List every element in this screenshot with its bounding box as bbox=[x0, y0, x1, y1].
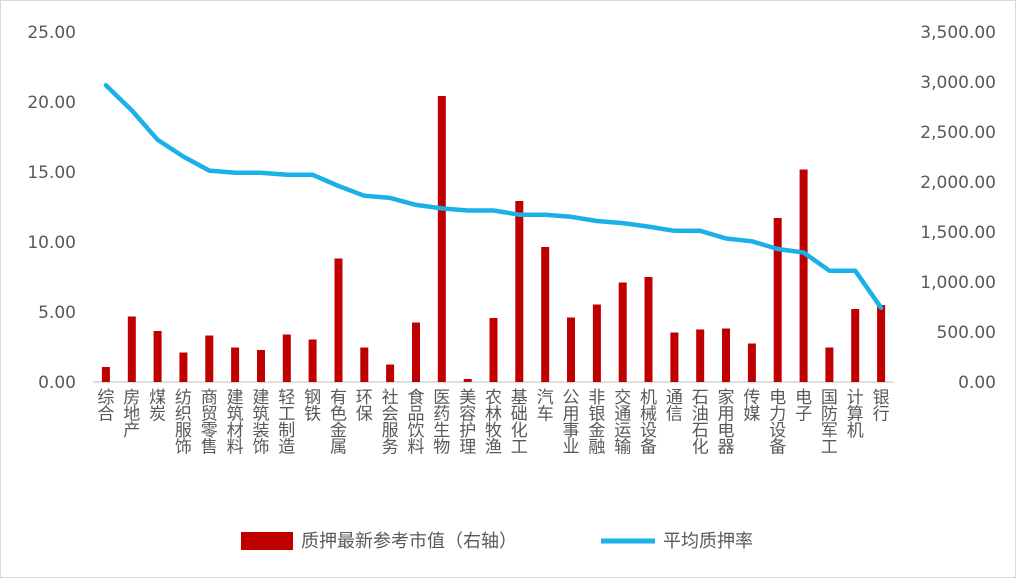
legend: 质押最新参考市值（右轴） 平均质押率 bbox=[241, 531, 753, 552]
legend-item-line: 平均质押率 bbox=[601, 531, 753, 552]
category-label: 农林牧渔 bbox=[485, 388, 502, 458]
bar-18 bbox=[541, 247, 550, 382]
bar-16 bbox=[489, 318, 498, 382]
bar-23 bbox=[670, 332, 679, 382]
bar-12 bbox=[386, 364, 395, 382]
legend-bar-swatch bbox=[241, 532, 293, 550]
left-tick-label: 0.00 bbox=[38, 373, 76, 393]
category-label: 钢铁 bbox=[304, 388, 321, 425]
left-tick-label: 10.00 bbox=[27, 233, 76, 253]
category-label: 基础化工 bbox=[511, 388, 528, 458]
bar-28 bbox=[799, 169, 808, 382]
legend-item-bars: 质押最新参考市值（右轴） bbox=[241, 531, 517, 552]
category-label: 非银金融 bbox=[588, 388, 605, 458]
bar-5 bbox=[205, 335, 214, 382]
bar-7 bbox=[257, 350, 265, 382]
category-label: 传媒 bbox=[743, 388, 760, 425]
bar-25 bbox=[722, 328, 730, 382]
category-label: 纺织服饰 bbox=[175, 388, 192, 458]
bar-29 bbox=[825, 347, 834, 382]
category-label: 计算机 bbox=[847, 388, 864, 441]
right-tick-label: 2,000.00 bbox=[920, 173, 996, 193]
category-label: 美容护理 bbox=[459, 388, 476, 458]
left-axis-ticks: 0.00 5.00 10.00 15.00 20.00 25.00 bbox=[27, 23, 76, 393]
line-series bbox=[103, 82, 884, 311]
right-tick-label: 1,500.00 bbox=[920, 223, 996, 243]
bar-24 bbox=[696, 329, 705, 382]
right-tick-label: 0.00 bbox=[958, 373, 996, 393]
plot-area: 0.00 5.00 10.00 15.00 20.00 25.00 0.00 500.00 1… bbox=[27, 23, 996, 458]
right-tick-label: 2,500.00 bbox=[920, 123, 996, 143]
left-tick-label: 15.00 bbox=[27, 163, 76, 183]
category-label: 综合 bbox=[97, 388, 114, 425]
bar-4 bbox=[179, 352, 188, 382]
legend-line-label: 平均质押率 bbox=[663, 531, 753, 552]
bar-1 bbox=[101, 367, 110, 382]
bar-17 bbox=[515, 201, 524, 382]
category-label: 通信 bbox=[666, 388, 683, 425]
category-label: 社会服务 bbox=[382, 388, 399, 458]
category-label: 商贸零售 bbox=[201, 388, 218, 458]
bar-20 bbox=[592, 304, 601, 382]
bar-series bbox=[101, 96, 886, 382]
right-tick-label: 1,000.00 bbox=[920, 273, 996, 293]
category-label: 银行 bbox=[873, 388, 890, 425]
bar-11 bbox=[360, 347, 369, 382]
bar-14 bbox=[437, 96, 446, 382]
bar-8 bbox=[282, 334, 291, 382]
category-label: 房地产 bbox=[123, 388, 140, 441]
left-tick-label: 25.00 bbox=[27, 23, 76, 43]
bar-19 bbox=[567, 317, 575, 382]
bar-21 bbox=[618, 282, 627, 382]
bar-10 bbox=[334, 258, 343, 382]
bar-26 bbox=[747, 343, 756, 382]
bar-27 bbox=[773, 218, 782, 382]
bar-15 bbox=[463, 379, 472, 382]
right-axis-ticks: 0.00 500.00 1,000.00 1,500.00 2,000.00 2,500.… bbox=[920, 23, 996, 393]
category-label: 有色金属 bbox=[330, 388, 347, 458]
category-label: 煤炭 bbox=[149, 388, 166, 425]
bar-30 bbox=[851, 309, 860, 382]
category-label: 轻工制造 bbox=[278, 388, 295, 458]
category-label: 家用电器 bbox=[718, 388, 735, 458]
category-label: 交通运输 bbox=[614, 388, 631, 458]
category-label: 电力设备 bbox=[769, 388, 786, 458]
legend-bar-label: 质押最新参考市值（右轴） bbox=[301, 531, 517, 552]
right-tick-label: 500.00 bbox=[937, 323, 996, 343]
category-label: 机械设备 bbox=[640, 388, 657, 458]
category-label: 电子 bbox=[795, 388, 812, 425]
category-label: 医药生物 bbox=[433, 388, 450, 458]
category-label: 公用事业 bbox=[563, 388, 580, 458]
bar-2 bbox=[127, 316, 136, 382]
bar-31 bbox=[877, 305, 886, 382]
category-label: 汽车 bbox=[537, 388, 554, 425]
bar-3 bbox=[153, 331, 162, 382]
category-label: 石油石化 bbox=[692, 388, 709, 458]
category-label: 建筑材料 bbox=[227, 388, 244, 458]
bar-9 bbox=[308, 339, 317, 382]
category-label: 国防军工 bbox=[821, 388, 838, 458]
category-label: 食品饮料 bbox=[408, 388, 425, 458]
left-tick-label: 20.00 bbox=[27, 93, 76, 113]
right-tick-label: 3,000.00 bbox=[920, 73, 996, 93]
left-tick-label: 5.00 bbox=[38, 303, 76, 323]
category-label: 建筑装饰 bbox=[253, 388, 270, 458]
bar-13 bbox=[412, 322, 420, 382]
right-tick-label: 3,500.00 bbox=[920, 23, 996, 43]
category-axis-labels: 综合房地产煤炭纺织服饰商贸零售建筑材料建筑装饰轻工制造钢铁有色金属环保社会服务食… bbox=[97, 388, 889, 458]
category-label: 环保 bbox=[356, 388, 373, 425]
bar-6 bbox=[231, 347, 240, 382]
bar-22 bbox=[644, 277, 653, 382]
